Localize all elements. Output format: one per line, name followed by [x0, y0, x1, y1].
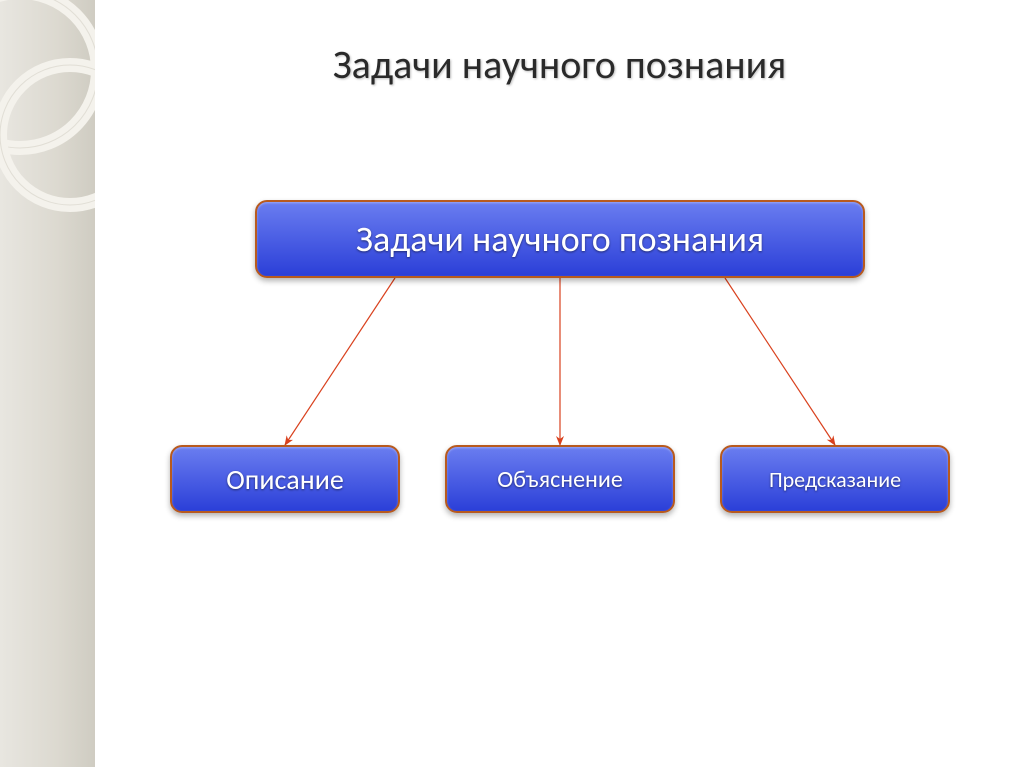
- decorative-sidebar: [0, 0, 95, 767]
- diagram-node-expl: Объяснение: [445, 445, 675, 513]
- diagram-node-root: Задачи научного познания: [255, 200, 865, 278]
- diagram-node-desc: Описание: [170, 445, 400, 513]
- diagram-edge: [285, 278, 395, 445]
- sidebar-rings-icon: [0, 0, 95, 300]
- slide-area: Задачи научного познания Задачи научного…: [95, 0, 1024, 767]
- diagram-arrows: [95, 0, 1024, 767]
- diagram-edge: [725, 278, 835, 445]
- diagram-node-pred: Предсказание: [720, 445, 950, 513]
